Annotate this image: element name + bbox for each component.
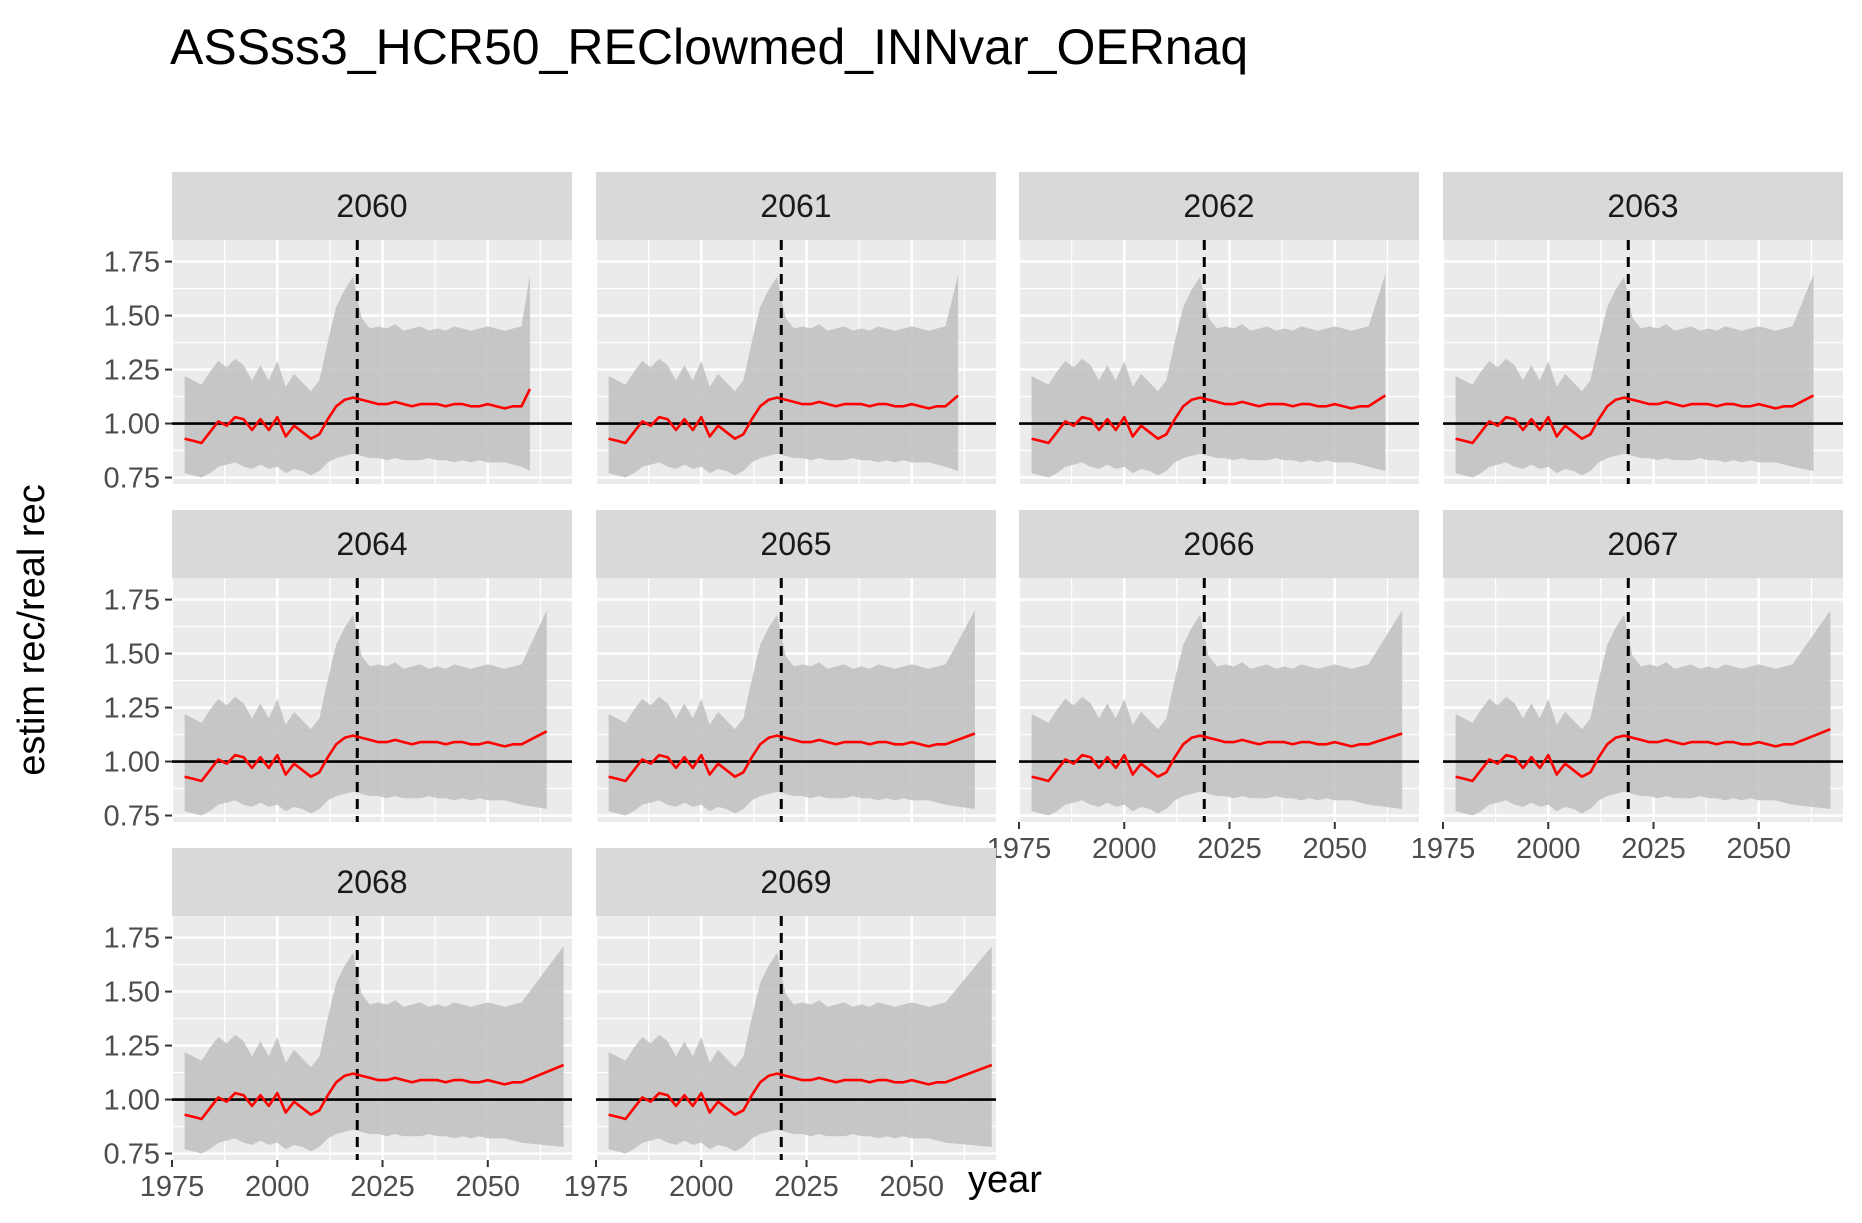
facet-panel-2065: 2065 [594,510,996,822]
x-tick-label: 2000 [1092,833,1157,865]
x-tick-label: 1975 [140,1171,205,1203]
confidence-ribbon [184,946,564,1154]
facet-strip-label: 2064 [336,526,407,562]
facet-strip [172,848,572,916]
x-tick-label: 2025 [1621,833,1686,865]
median-line [184,1063,565,1121]
facet-strip [596,172,996,240]
facet-strip [172,510,572,578]
median-line [1455,394,1815,445]
y-tick-label: 1.50 [104,977,160,1009]
median-line [1031,394,1387,445]
median-line [608,1063,993,1121]
x-tick-label: 1975 [564,1171,629,1203]
confidence-ribbon [1455,610,1831,816]
y-tick-label: 1.75 [104,585,160,617]
median-line [184,730,548,783]
confidence-ribbon [1031,274,1386,478]
facet-panel-2060: 2060 0.75 1.00 1.25 1.50 1.75 [104,172,572,495]
facet-strip-label: 2063 [1607,188,1678,224]
x-tick-label: 2025 [1197,833,1262,865]
y-tick-label: 0.75 [104,1139,160,1171]
median-line [184,388,532,445]
y-tick-label: 1.25 [104,355,160,387]
facet-strip [1443,172,1843,240]
median-line [1455,727,1831,783]
y-tick-label: 1.75 [104,247,160,279]
x-tick-label: 2000 [1516,833,1581,865]
y-tick-label: 1.50 [104,639,160,671]
chart-title: ASSss3_HCR50_REClowmed_INNvar_OERnaq [170,19,1248,75]
y-tick-label: 1.00 [104,747,160,779]
facet-strip-label: 2067 [1607,526,1678,562]
facet-panel-2062: 2062 [1017,172,1419,484]
facet-strip-label: 2062 [1183,188,1254,224]
y-tick-label: 1.25 [104,1031,160,1063]
x-tick-label: 2050 [880,1171,945,1203]
facet-strip-label: 2069 [760,864,831,900]
facet-panels: 2060 0.75 1.00 1.25 1.50 1.75 2061 2062 2063 2064… [104,172,1843,1203]
y-tick-label: 1.50 [104,301,160,333]
facet-panel-2064: 2064 0.75 1.00 1.25 1.50 1.75 [104,510,572,833]
y-tick-label: 1.25 [104,693,160,725]
x-tick-label: 2050 [456,1171,521,1203]
facet-strip [1019,172,1419,240]
y-tick-label: 0.75 [104,463,160,495]
facet-strip [596,510,996,578]
confidence-ribbon [608,610,975,816]
x-axis-title: year [968,1159,1042,1201]
facet-strip-label: 2066 [1183,526,1254,562]
confidence-ribbon [1455,274,1814,478]
y-tick-label: 1.00 [104,1085,160,1117]
confidence-ribbon [1031,610,1403,816]
x-tick-label: 1975 [1411,833,1476,865]
facet-panel-2069: 2069 1975 2000 2025 2050 [564,848,996,1203]
facet-panel-2061: 2061 [594,172,996,484]
facet-strip-label: 2060 [336,188,407,224]
x-tick-label: 2000 [245,1171,310,1203]
median-line [1031,732,1403,783]
y-tick-label: 0.75 [104,801,160,833]
facet-strip-label: 2061 [760,188,831,224]
median-line [608,732,976,783]
median-line [608,394,959,445]
x-tick-label: 1975 [987,833,1052,865]
x-tick-label: 2000 [669,1171,734,1203]
x-tick-label: 2025 [774,1171,839,1203]
facet-strip [596,848,996,916]
facet-panel-2068: 2068 0.75 1.00 1.25 1.50 1.75 1975 2000 2025 2050 [104,848,572,1203]
facet-panel-2066: 2066 1975 2000 2025 2050 [987,510,1419,865]
facet-strip-label: 2068 [336,864,407,900]
facet-strip [1443,510,1843,578]
y-tick-label: 1.00 [104,409,160,441]
facet-strip [172,172,572,240]
facet-strip-label: 2065 [760,526,831,562]
facet-strip [1019,510,1419,578]
facet-panel-2067: 2067 1975 2000 2025 2050 [1411,510,1843,865]
x-tick-label: 2050 [1303,833,1368,865]
facet-panel-2063: 2063 [1441,172,1843,484]
y-axis-title: estim rec/real rec [11,484,53,775]
x-tick-label: 2050 [1727,833,1792,865]
confidence-ribbon [184,610,547,816]
x-tick-label: 2025 [350,1171,415,1203]
y-tick-label: 1.75 [104,923,160,955]
